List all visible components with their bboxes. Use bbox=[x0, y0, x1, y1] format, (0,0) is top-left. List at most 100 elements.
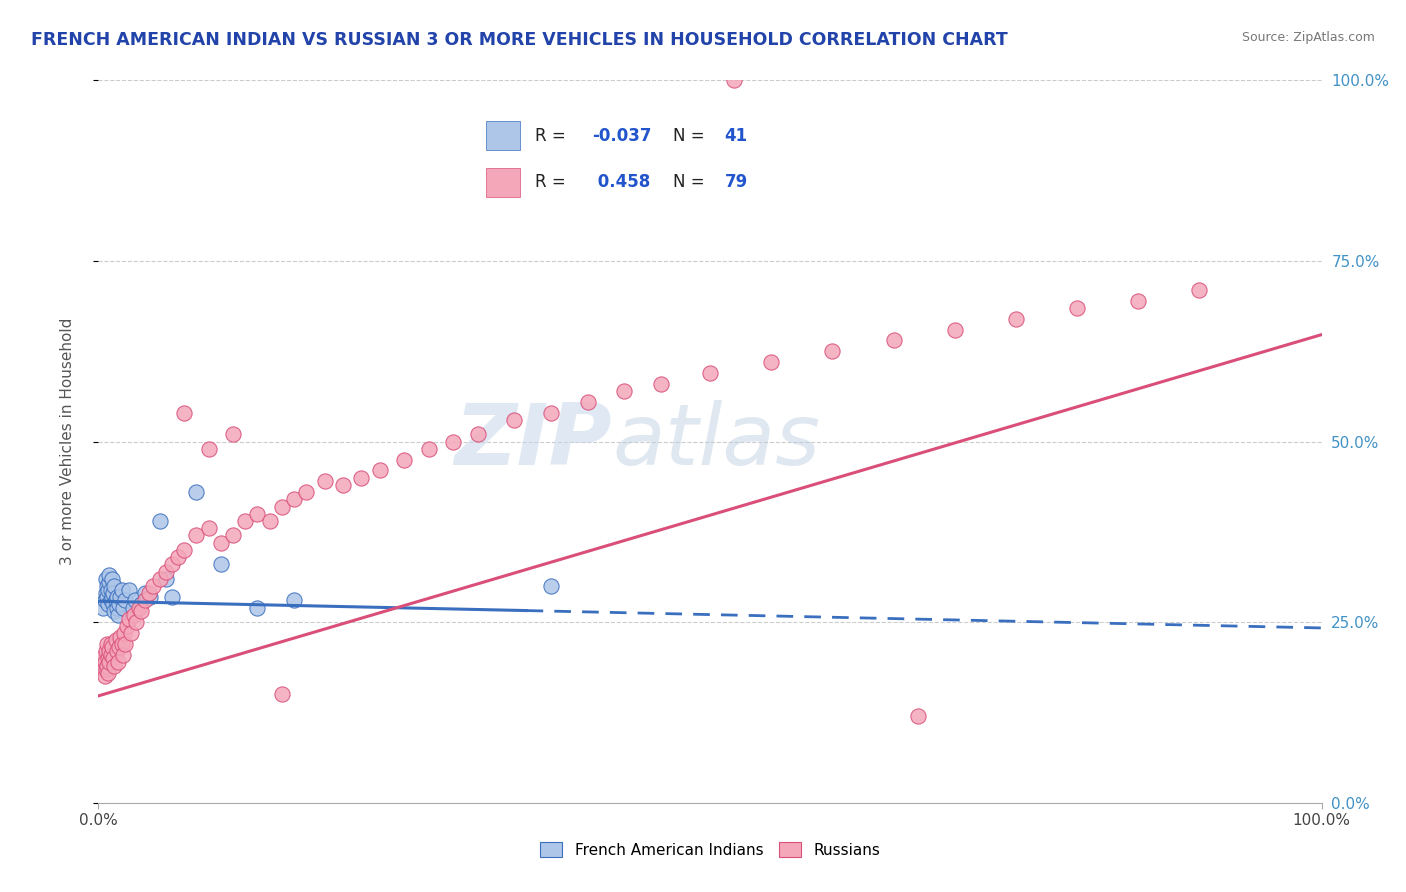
Point bbox=[125, 615, 148, 630]
Point bbox=[97, 597, 120, 611]
Point bbox=[121, 600, 143, 615]
Point bbox=[149, 514, 172, 528]
Point bbox=[761, 355, 783, 369]
Point bbox=[107, 655, 129, 669]
Point bbox=[283, 492, 305, 507]
Point bbox=[821, 344, 844, 359]
Point bbox=[91, 662, 114, 676]
Point bbox=[167, 550, 190, 565]
Point bbox=[101, 640, 124, 655]
Point bbox=[91, 600, 114, 615]
Point bbox=[155, 572, 177, 586]
Point bbox=[94, 586, 117, 600]
Point bbox=[392, 452, 416, 467]
Point bbox=[233, 514, 256, 528]
Point bbox=[540, 579, 562, 593]
Point bbox=[222, 427, 245, 442]
Point bbox=[650, 376, 672, 391]
Point bbox=[100, 648, 122, 662]
Point bbox=[173, 542, 195, 557]
Point bbox=[270, 687, 294, 701]
Text: ZIP: ZIP bbox=[454, 400, 612, 483]
Point bbox=[142, 579, 165, 593]
Point bbox=[1188, 283, 1211, 297]
Point bbox=[1066, 301, 1088, 315]
Point bbox=[105, 590, 128, 604]
Point bbox=[104, 593, 127, 607]
Point bbox=[111, 637, 134, 651]
Point bbox=[96, 637, 118, 651]
Point bbox=[97, 665, 120, 680]
Point bbox=[209, 535, 232, 549]
Point bbox=[93, 669, 115, 683]
Point bbox=[101, 586, 124, 600]
Point bbox=[160, 590, 183, 604]
Point bbox=[105, 644, 128, 658]
Point bbox=[94, 662, 117, 676]
Point bbox=[98, 568, 121, 582]
Point bbox=[111, 600, 134, 615]
Point bbox=[295, 485, 318, 500]
Point bbox=[246, 507, 269, 521]
Point bbox=[149, 572, 172, 586]
Point bbox=[108, 640, 131, 655]
Point bbox=[160, 558, 183, 572]
Point bbox=[118, 611, 141, 625]
Point bbox=[122, 607, 145, 622]
Point bbox=[222, 528, 245, 542]
Text: FRENCH AMERICAN INDIAN VS RUSSIAN 3 OR MORE VEHICLES IN HOUSEHOLD CORRELATION CH: FRENCH AMERICAN INDIAN VS RUSSIAN 3 OR M… bbox=[31, 31, 1008, 49]
Point bbox=[197, 521, 219, 535]
Point bbox=[283, 593, 305, 607]
Point bbox=[540, 406, 562, 420]
Point bbox=[98, 644, 121, 658]
Point bbox=[100, 637, 122, 651]
Point bbox=[98, 575, 121, 590]
Point bbox=[270, 500, 294, 514]
Point bbox=[96, 590, 118, 604]
Point bbox=[100, 582, 122, 597]
Point bbox=[155, 565, 177, 579]
Point bbox=[114, 593, 136, 607]
Point bbox=[503, 413, 526, 427]
Point bbox=[128, 600, 150, 615]
Point bbox=[103, 658, 125, 673]
Point bbox=[197, 442, 219, 456]
Text: atlas: atlas bbox=[612, 400, 820, 483]
Point bbox=[134, 586, 156, 600]
Point bbox=[103, 604, 125, 618]
Point bbox=[100, 593, 122, 607]
Point bbox=[129, 597, 152, 611]
Point bbox=[1128, 293, 1150, 308]
Point bbox=[96, 579, 118, 593]
Point bbox=[418, 442, 440, 456]
Point bbox=[699, 366, 721, 380]
Point bbox=[441, 434, 464, 449]
Point bbox=[94, 572, 117, 586]
Point bbox=[120, 626, 142, 640]
Point bbox=[246, 600, 269, 615]
Point bbox=[1004, 311, 1026, 326]
Text: Source: ZipAtlas.com: Source: ZipAtlas.com bbox=[1241, 31, 1375, 45]
Point bbox=[314, 475, 336, 489]
Point bbox=[332, 478, 354, 492]
Point bbox=[97, 582, 120, 597]
Point bbox=[259, 514, 281, 528]
Point bbox=[96, 658, 118, 673]
Point bbox=[98, 655, 121, 669]
Point bbox=[91, 651, 114, 665]
Point bbox=[186, 528, 208, 542]
Point bbox=[368, 463, 391, 477]
Point bbox=[186, 485, 208, 500]
Point bbox=[101, 597, 124, 611]
Point bbox=[350, 470, 373, 484]
Legend: French American Indians, Russians: French American Indians, Russians bbox=[533, 836, 887, 863]
Point bbox=[613, 384, 636, 398]
Point bbox=[129, 604, 152, 618]
Point bbox=[118, 582, 141, 597]
Point bbox=[114, 637, 136, 651]
Y-axis label: 3 or more Vehicles in Household: 3 or more Vehicles in Household bbox=[60, 318, 75, 566]
Point bbox=[139, 590, 162, 604]
Point bbox=[134, 593, 156, 607]
Point bbox=[101, 572, 124, 586]
Point bbox=[107, 607, 129, 622]
